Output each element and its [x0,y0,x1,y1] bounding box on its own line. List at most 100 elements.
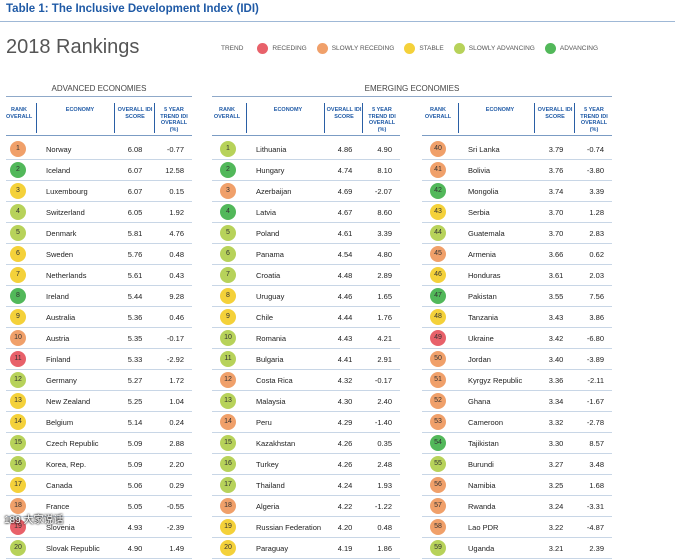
idi-score: 4.46 [337,292,353,301]
trend-value: -6.80 [586,334,604,343]
table-row: 6 Panama 4.54 4.80 [212,244,400,265]
header-rank: RANK OVERALL [424,107,452,120]
trend-value: 1.86 [377,544,392,553]
rank-badge: 3 [220,183,236,199]
economy-name: Malaysia [256,397,286,406]
idi-score: 3.34 [548,397,564,406]
economy-name: Uruguay [256,292,285,301]
economy-name: Denmark [46,229,77,238]
economy-name: Canada [46,481,73,490]
rank-badge: 12 [10,372,26,388]
economy-name: Ukraine [468,334,494,343]
legend-label: RECEDING [272,45,307,52]
idi-score: 3.76 [548,166,564,175]
idi-score: 4.54 [337,250,353,259]
economy-name: Ghana [468,397,491,406]
table-row: 4 Switzerland 6.05 1.92 [6,202,192,223]
idi-score: 4.86 [337,145,353,154]
trend-value: -1.22 [374,502,392,511]
idi-score: 3.27 [548,460,564,469]
economy-name: France [46,502,70,511]
economy-name: Korea, Rep. [46,460,87,469]
economy-name: Netherlands [46,271,87,280]
header-rank: RANK OVERALL [6,107,33,120]
trend-value: 0.24 [169,418,184,427]
trend-value: -2.11 [587,376,604,385]
idi-score: 4.26 [337,439,353,448]
header-divider [422,135,612,136]
idi-score: 4.74 [337,166,353,175]
advanced-table: RANK OVERALL ECONOMY OVERALL IDI SCORE 5… [6,101,192,559]
trend-value: 2.03 [589,271,604,280]
table-row: 5 Denmark 5.81 4.76 [6,223,192,244]
idi-score: 3.40 [548,355,564,364]
emerging-section-title: EMERGING ECONOMIES [364,84,460,93]
trend-value: 2.20 [169,460,184,469]
header-separator [458,103,459,133]
idi-score: 4.67 [337,208,353,217]
rank-badge: 54 [430,435,446,451]
table-row: 15 Kazakhstan 4.26 0.35 [212,433,400,454]
table-row: 20 Slovak Republic 4.90 1.49 [6,538,192,559]
trend-value: 2.40 [377,397,392,406]
table-row: 45 Armenia 3.66 0.62 [422,244,612,265]
economy-name: Pakistan [468,292,497,301]
idi-score: 5.05 [127,502,143,511]
trend-value: -4.87 [586,523,604,532]
idi-score: 3.55 [548,292,564,301]
rank-badge: 10 [10,330,26,346]
idi-score: 5.25 [127,397,143,406]
table-row: 3 Azerbaijan 4.69 -2.07 [212,181,400,202]
economy-name: Tanzania [468,313,499,322]
economy-name: Iceland [46,166,71,175]
rank-badge: 6 [10,246,26,262]
trend-value: 1.65 [377,292,392,301]
rank-badge: 20 [220,540,236,556]
economy-name: Bolivia [468,166,491,175]
table-row: 58 Lao PDR 3.22 -4.87 [422,517,612,538]
idi-score: 5.14 [127,418,143,427]
economy-name: Sweden [46,250,74,259]
rank-badge: 59 [430,540,446,556]
economy-name: Thailand [256,481,285,490]
header-separator [574,103,575,133]
table-row: 16 Turkey 4.26 2.48 [212,454,400,475]
emerging-section-divider [212,96,612,97]
rank-badge: 13 [220,393,236,409]
trend-value: 3.39 [589,187,604,196]
idi-score: 5.81 [127,229,143,238]
table-row: 17 Canada 5.06 0.29 [6,475,192,496]
trend-value: 12.58 [165,166,184,175]
rank-badge: 18 [220,498,236,514]
header-economy: ECONOMY [485,107,515,113]
idi-score: 4.20 [337,523,353,532]
idi-score: 3.30 [548,439,564,448]
economy-name: Norway [46,145,72,154]
trend-value: 1.04 [169,397,184,406]
rank-badge: 5 [10,225,26,241]
economy-name: Slovak Republic [46,544,100,553]
idi-score: 5.35 [127,334,143,343]
rank-badge: 16 [10,456,26,472]
rank-badge: 12 [220,372,236,388]
trend-value: 2.39 [589,544,604,553]
rank-badge: 11 [220,351,236,367]
economy-name: Belgium [46,418,74,427]
rank-badge: 18 [10,498,26,514]
idi-score: 4.90 [127,544,143,553]
trend-value: -3.31 [586,502,604,511]
table-row: 5 Poland 4.61 3.39 [212,223,400,244]
economy-name: Lithuania [256,145,287,154]
economy-name: Lao PDR [468,523,499,532]
economy-name: Paraguay [256,544,289,553]
table-header: RANK OVERALL ECONOMY OVERALL IDI SCORE 5… [6,101,192,135]
rank-badge: 16 [220,456,236,472]
idi-score: 4.44 [337,313,353,322]
trend-value: -1.40 [374,418,392,427]
table-body: 40 Sri Lanka 3.79 -0.74 41 Bolivia 3.76 -3.80 42… [422,139,612,559]
trend-value: 1.93 [377,481,392,490]
trend-value: 2.83 [589,229,604,238]
idi-score: 5.33 [127,355,143,364]
rank-badge: 13 [10,393,26,409]
table-body: 1 Lithuania 4.86 4.90 2 Hungary 4.74 8.10 3 Azerb… [212,139,400,559]
